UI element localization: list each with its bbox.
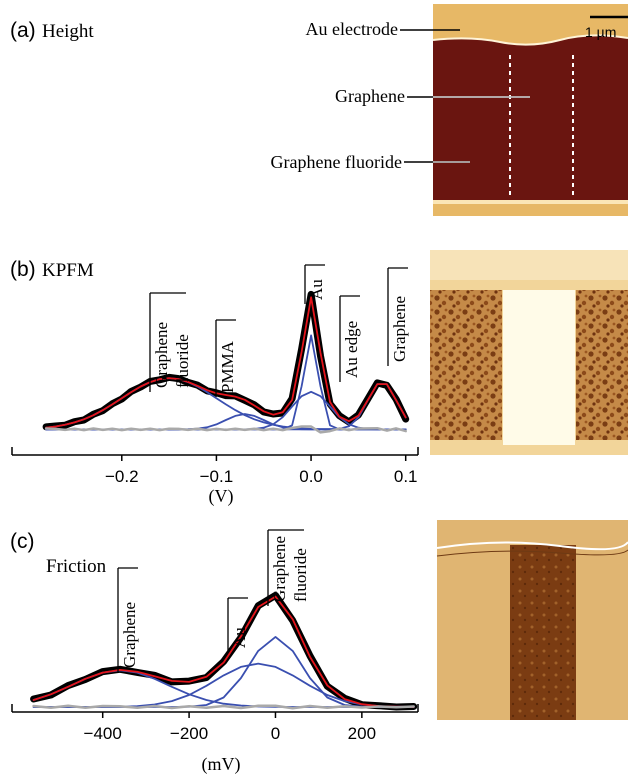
x-tick-label: −0.2 <box>105 467 139 486</box>
x-tick-label: 0.0 <box>299 467 323 486</box>
annotation: Au <box>307 279 326 300</box>
annotation: Graphene <box>390 296 409 362</box>
x-tick-label: −200 <box>170 724 208 743</box>
fit-curve <box>46 427 406 433</box>
annotation: Graphene <box>270 536 289 602</box>
figure: 1 µm (a) Height Au electrode Graphene Gr… <box>0 0 628 777</box>
annotation: Graphene fluoride <box>271 152 402 172</box>
annotation: Graphene <box>335 86 405 106</box>
x-tick-label: 0 <box>271 724 280 743</box>
x-axis-label: (V) <box>209 486 234 507</box>
kpfm-image <box>430 250 628 455</box>
annotation: fluoride <box>173 334 192 388</box>
scale-bar-label: 1 µm <box>585 24 616 40</box>
panel-label: (c) <box>10 530 35 553</box>
x-tick-label: −0.1 <box>200 467 234 486</box>
annotation: Au electrode <box>306 19 398 39</box>
data-curve <box>34 595 414 707</box>
x-tick-label: 200 <box>348 724 376 743</box>
annotation: PMMA <box>218 340 237 393</box>
annotation: Graphene <box>152 322 171 388</box>
annotation: fluoride <box>291 548 310 602</box>
panel-label: (a) <box>10 19 36 42</box>
fit-curve <box>34 597 414 707</box>
panel-title: Height <box>42 21 94 42</box>
fit-curve <box>34 706 414 708</box>
x-tick-label: −400 <box>84 724 122 743</box>
fit-curve <box>34 637 414 707</box>
annotation: Au <box>230 627 249 648</box>
x-axis-label: (mV) <box>202 754 241 775</box>
friction-image <box>437 520 628 720</box>
panel-label: (b) <box>10 258 36 281</box>
panel-title: Friction <box>46 556 107 577</box>
annotation: Graphene <box>120 602 139 668</box>
x-tick-label: 0.1 <box>394 467 418 486</box>
annotation: Au edge <box>342 321 361 378</box>
panel-title: KPFM <box>42 260 94 281</box>
